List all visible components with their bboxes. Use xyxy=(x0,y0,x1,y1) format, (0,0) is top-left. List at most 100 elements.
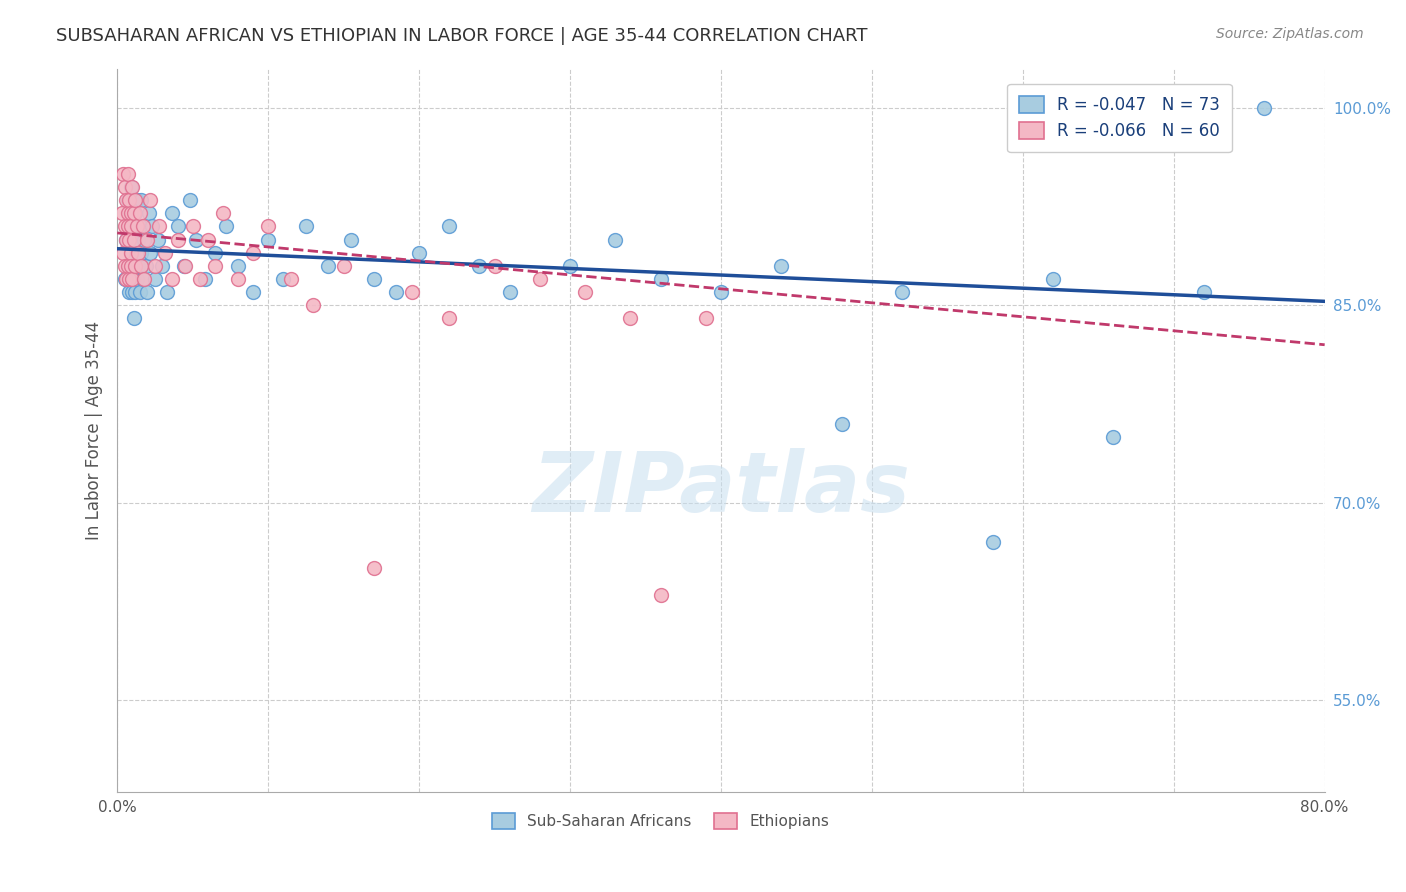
Point xyxy=(831,417,853,431)
Point xyxy=(125,272,148,286)
Point xyxy=(529,272,551,286)
Point xyxy=(152,259,174,273)
Point xyxy=(117,206,139,220)
Point xyxy=(650,588,672,602)
Point xyxy=(118,219,141,234)
Point xyxy=(558,259,581,273)
Point xyxy=(605,233,627,247)
Point xyxy=(136,285,159,299)
Point xyxy=(120,245,142,260)
Point xyxy=(1102,430,1125,444)
Point xyxy=(280,272,302,286)
Point xyxy=(143,259,166,273)
Point xyxy=(1192,285,1215,299)
Point xyxy=(574,285,596,299)
Point xyxy=(112,167,135,181)
Point xyxy=(184,233,207,247)
Point xyxy=(115,233,138,247)
Point xyxy=(226,272,249,286)
Point xyxy=(138,206,160,220)
Point xyxy=(132,272,155,286)
Point xyxy=(139,193,162,207)
Point xyxy=(1042,272,1064,286)
Point xyxy=(120,259,142,273)
Point xyxy=(127,259,149,273)
Point xyxy=(124,285,146,299)
Point xyxy=(121,285,143,299)
Point xyxy=(118,193,141,207)
Point xyxy=(981,535,1004,549)
Point xyxy=(650,272,672,286)
Point xyxy=(120,206,142,220)
Point xyxy=(115,233,138,247)
Point xyxy=(117,219,139,234)
Text: Source: ZipAtlas.com: Source: ZipAtlas.com xyxy=(1216,27,1364,41)
Point xyxy=(439,311,461,326)
Point xyxy=(114,219,136,234)
Point xyxy=(143,272,166,286)
Point xyxy=(125,193,148,207)
Point xyxy=(204,259,226,273)
Point xyxy=(124,206,146,220)
Point xyxy=(179,193,201,207)
Point xyxy=(226,259,249,273)
Point xyxy=(484,259,506,273)
Point xyxy=(120,245,142,260)
Point xyxy=(121,193,143,207)
Point xyxy=(120,180,142,194)
Point xyxy=(118,233,141,247)
Point xyxy=(770,259,793,273)
Point xyxy=(194,272,217,286)
Text: SUBSAHARAN AFRICAN VS ETHIOPIAN IN LABOR FORCE | AGE 35-44 CORRELATION CHART: SUBSAHARAN AFRICAN VS ETHIOPIAN IN LABOR… xyxy=(56,27,868,45)
Point xyxy=(121,219,143,234)
Point xyxy=(122,311,145,326)
Legend: Sub-Saharan Africans, Ethiopians: Sub-Saharan Africans, Ethiopians xyxy=(485,806,835,835)
Point xyxy=(257,219,280,234)
Point xyxy=(439,219,461,234)
Point xyxy=(114,259,136,273)
Point xyxy=(131,245,153,260)
Point xyxy=(204,245,226,260)
Point xyxy=(242,285,264,299)
Point xyxy=(166,219,188,234)
Point xyxy=(302,298,325,312)
Point xyxy=(115,272,138,286)
Point xyxy=(363,561,385,575)
Point xyxy=(121,272,143,286)
Point xyxy=(156,285,179,299)
Point xyxy=(257,233,280,247)
Point xyxy=(146,233,169,247)
Point xyxy=(131,259,153,273)
Point xyxy=(160,272,183,286)
Point xyxy=(891,285,914,299)
Point xyxy=(131,193,153,207)
Point xyxy=(114,272,136,286)
Point xyxy=(295,219,318,234)
Point xyxy=(211,206,233,220)
Point xyxy=(401,285,423,299)
Point xyxy=(141,219,163,234)
Point xyxy=(118,285,141,299)
Point xyxy=(117,259,139,273)
Point xyxy=(125,219,148,234)
Point xyxy=(385,285,408,299)
Point xyxy=(118,272,141,286)
Point xyxy=(318,259,340,273)
Point xyxy=(112,245,135,260)
Point xyxy=(128,285,150,299)
Point xyxy=(242,245,264,260)
Point xyxy=(408,245,430,260)
Point xyxy=(134,233,156,247)
Point xyxy=(188,272,211,286)
Point xyxy=(117,167,139,181)
Point xyxy=(710,285,733,299)
Point xyxy=(127,233,149,247)
Point xyxy=(120,219,142,234)
Point xyxy=(122,233,145,247)
Text: ZIPatlas: ZIPatlas xyxy=(531,448,910,529)
Point xyxy=(160,206,183,220)
Point xyxy=(124,259,146,273)
Point xyxy=(121,259,143,273)
Point xyxy=(498,285,520,299)
Point xyxy=(174,259,197,273)
